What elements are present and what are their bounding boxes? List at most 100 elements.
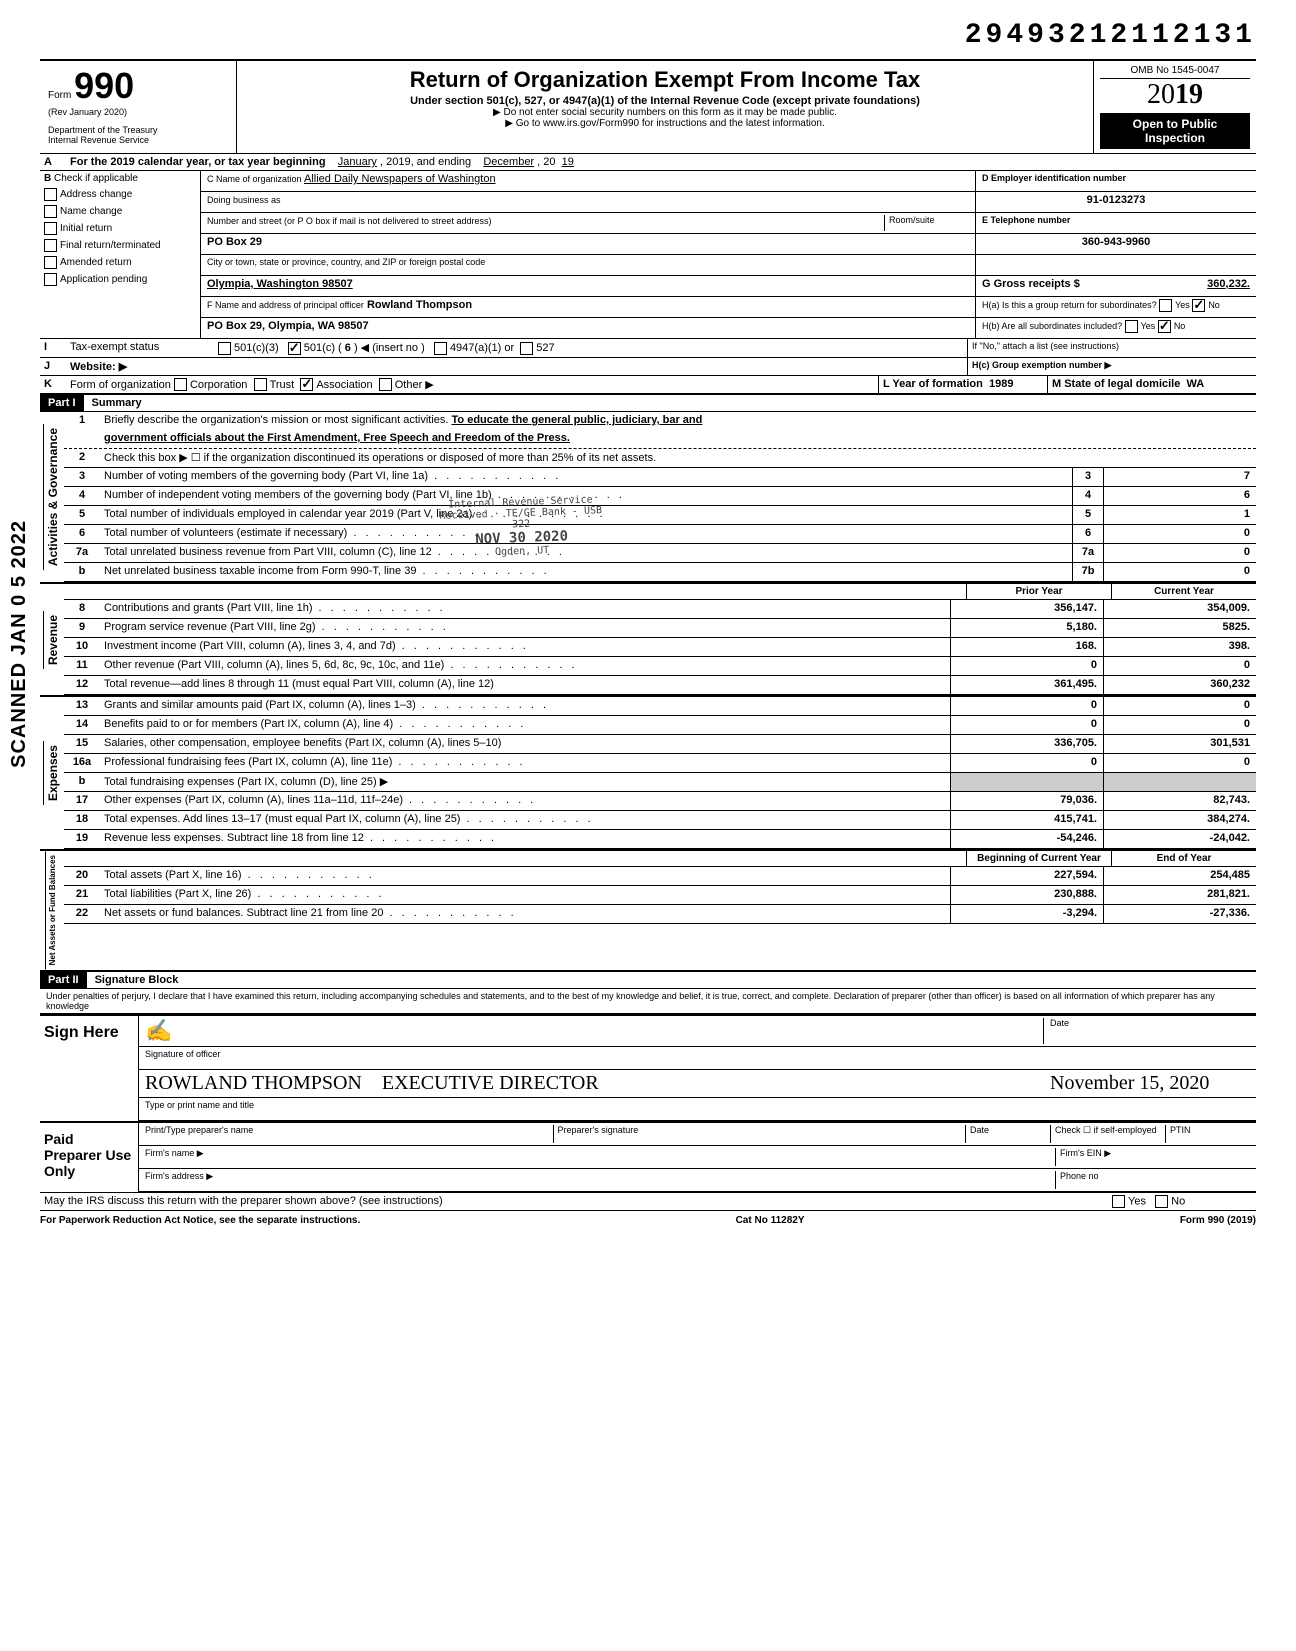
c18: 384,274.: [1103, 811, 1256, 829]
app-pending-checkbox[interactable]: [44, 273, 57, 286]
ha-no-checkbox[interactable]: [1192, 299, 1205, 312]
net-side: Net Assets or Fund Balances: [45, 851, 59, 969]
gross-value: 360,232.: [1207, 278, 1250, 290]
m-val: WA: [1186, 378, 1204, 390]
p13: 0: [950, 697, 1103, 715]
i-label: Tax-exempt status: [66, 339, 214, 357]
r12: Total revenue—add lines 8 through 11 (mu…: [100, 676, 950, 694]
initial-checkbox[interactable]: [44, 222, 57, 235]
m-label: M State of legal domicile: [1052, 378, 1180, 390]
trust-checkbox[interactable]: [254, 378, 267, 391]
sign-date: November 15, 2020: [1050, 1072, 1250, 1095]
p10: 168.: [950, 638, 1103, 656]
hc-label: H(c) Group exemption number ▶: [972, 360, 1111, 370]
a4947-checkbox[interactable]: [434, 342, 447, 355]
city-label: City or town, state or province, country…: [201, 255, 975, 276]
paid-label: Paid Preparer Use Only: [40, 1123, 139, 1192]
hb-label: H(b) Are all subordinates included?: [982, 321, 1122, 331]
b21: 230,888.: [950, 886, 1103, 904]
pp-c1: Print/Type preparer's name: [145, 1125, 553, 1143]
ha-yes-checkbox[interactable]: [1159, 299, 1172, 312]
assoc-label: Association: [316, 379, 372, 391]
discuss-q: May the IRS discuss this return with the…: [40, 1193, 1108, 1210]
assoc-checkbox[interactable]: [300, 378, 313, 391]
name-change-checkbox[interactable]: [44, 205, 57, 218]
sig-label: Signature of officer: [145, 1049, 1250, 1067]
form-title: Return of Organization Exempt From Incom…: [245, 67, 1085, 93]
line-a-mid: , 2019, and ending: [380, 156, 471, 168]
hb-yes: Yes: [1141, 321, 1156, 331]
net-h2: End of Year: [1111, 851, 1256, 866]
p16a: 0: [950, 754, 1103, 772]
gov-side-label: Activities & Governance: [43, 424, 62, 570]
line2: Check this box ▶ ☐ if the organization d…: [100, 449, 1256, 467]
initial-label: Initial return: [60, 223, 112, 234]
line-a-label: For the 2019 calendar year, or tax year …: [70, 156, 326, 168]
end-year: 19: [562, 156, 574, 168]
city-value: Olympia, Washington 98507: [207, 278, 353, 290]
paid-preparer-block: Paid Preparer Use Only Print/Type prepar…: [40, 1121, 1256, 1192]
b-header: Check if applicable: [54, 173, 138, 184]
addr-change-checkbox[interactable]: [44, 188, 57, 201]
expenses-side: Expenses: [43, 741, 62, 805]
form-ref: Form 990 (2019): [1180, 1215, 1256, 1226]
part1-title: Summary: [84, 397, 142, 409]
addr-change-label: Address change: [60, 189, 132, 200]
trust-label: Trust: [270, 379, 295, 391]
ha-label: H(a) Is this a group return for subordin…: [982, 300, 1157, 310]
discuss-yes-checkbox[interactable]: [1112, 1195, 1125, 1208]
other-checkbox[interactable]: [379, 378, 392, 391]
r16b: Total fundraising expenses (Part IX, col…: [100, 773, 950, 791]
p19: -54,246.: [950, 830, 1103, 848]
v5: 1: [1103, 506, 1256, 524]
p17: 79,036.: [950, 792, 1103, 810]
c15: 301,531: [1103, 735, 1256, 753]
omb-number: OMB No 1545-0047: [1100, 65, 1250, 79]
signer-title: EXECUTIVE DIRECTOR: [382, 1072, 599, 1094]
pp-c3: Date: [965, 1125, 1050, 1143]
net-h1: Beginning of Current Year: [966, 851, 1111, 866]
r17: Other expenses (Part IX, column (A), lin…: [100, 792, 950, 810]
line-a-end: , 20: [537, 156, 555, 168]
hb-yes-checkbox[interactable]: [1125, 320, 1138, 333]
c19: -24,042.: [1103, 830, 1256, 848]
c3-checkbox[interactable]: [218, 342, 231, 355]
line7b: Net unrelated business taxable income fr…: [100, 563, 1072, 581]
irs-label: Internal Revenue Service: [48, 135, 228, 145]
c10: 398.: [1103, 638, 1256, 656]
part1-label: Part I: [40, 395, 84, 411]
form-header: Form 990 (Rev January 2020) Department o…: [40, 59, 1256, 154]
final-label: Final return/terminated: [60, 240, 161, 251]
c-end: ) ◀ (insert no ): [354, 342, 425, 354]
c-checkbox[interactable]: [288, 342, 301, 355]
pp-c4: Check ☐ if self-employed: [1050, 1125, 1165, 1143]
name-change-label: Name change: [60, 206, 122, 217]
line1-text2: government officials about the First Ame…: [104, 432, 570, 444]
phone-label: E Telephone number: [976, 213, 1256, 234]
prior-h: Prior Year: [966, 584, 1111, 599]
part2-title: Signature Block: [87, 974, 179, 986]
corp-checkbox[interactable]: [174, 378, 187, 391]
signer-name: ROWLAND THOMPSON: [145, 1072, 362, 1094]
other-label: Other ▶: [395, 379, 434, 391]
s527-label: 527: [536, 342, 554, 354]
discuss-no-checkbox[interactable]: [1155, 1195, 1168, 1208]
c3-label: 501(c)(3): [234, 342, 279, 354]
phone-value: 360-943-9960: [976, 234, 1256, 255]
perjury-text: Under penalties of perjury, I declare th…: [40, 989, 1256, 1014]
hb-no-checkbox[interactable]: [1158, 320, 1171, 333]
r11: Other revenue (Part VIII, column (A), li…: [100, 657, 950, 675]
p14: 0: [950, 716, 1103, 734]
amended-label: Amended return: [60, 257, 132, 268]
org-name: Allied Daily Newspapers of Washington: [304, 173, 496, 185]
s527-checkbox[interactable]: [520, 342, 533, 355]
c9: 5825.: [1103, 619, 1256, 637]
pp-c2: Preparer's signature: [553, 1125, 966, 1143]
discuss-no: No: [1171, 1195, 1185, 1207]
amended-checkbox[interactable]: [44, 256, 57, 269]
final-checkbox[interactable]: [44, 239, 57, 252]
firm-addr-label: Firm's address ▶: [145, 1171, 1055, 1189]
p9: 5,180.: [950, 619, 1103, 637]
h-note: If "No," attach a list (see instructions…: [967, 339, 1256, 357]
r20: Total assets (Part X, line 16): [100, 867, 950, 885]
